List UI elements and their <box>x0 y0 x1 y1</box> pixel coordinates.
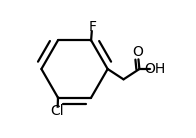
Text: OH: OH <box>145 62 166 76</box>
Text: O: O <box>132 45 143 59</box>
Text: Cl: Cl <box>51 104 64 119</box>
Text: F: F <box>88 20 96 34</box>
